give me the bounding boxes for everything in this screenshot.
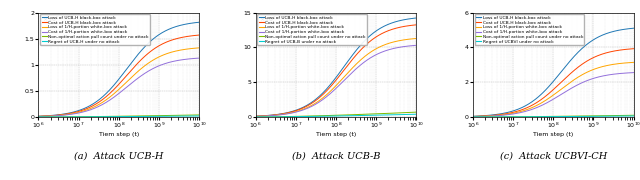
Title: (a)  Attack UCB-H: (a) Attack UCB-H bbox=[74, 151, 163, 160]
Text: $\times10^{5}$: $\times10^{5}$ bbox=[42, 15, 60, 24]
Title: (c)  Attack UCBVI-CH: (c) Attack UCBVI-CH bbox=[500, 151, 607, 160]
Text: $\times10^{7}$: $\times10^{7}$ bbox=[476, 15, 493, 24]
Title: (b)  Attack UCB-B: (b) Attack UCB-B bbox=[292, 151, 380, 160]
X-axis label: Tiem step (t): Tiem step (t) bbox=[533, 132, 573, 137]
X-axis label: Tiem step (t): Tiem step (t) bbox=[99, 132, 139, 137]
X-axis label: Tiem step (t): Tiem step (t) bbox=[316, 132, 356, 137]
Legend: Loss of UCB-H black-box attack, Cost of UCB-H black-box attack, Loss of 1/H-port: Loss of UCB-H black-box attack, Cost of … bbox=[257, 14, 367, 45]
Text: $\times10^{7}$: $\times10^{7}$ bbox=[259, 15, 276, 24]
Legend: Loss of UCB-H black-box attack, Cost of UCB-H black-box attack, Loss of 1/H-port: Loss of UCB-H black-box attack, Cost of … bbox=[474, 14, 584, 45]
Legend: Loss of UCB-H black-box attack, Cost of UCB-H black-box attack, Loss of 1/H-port: Loss of UCB-H black-box attack, Cost of … bbox=[40, 14, 150, 45]
